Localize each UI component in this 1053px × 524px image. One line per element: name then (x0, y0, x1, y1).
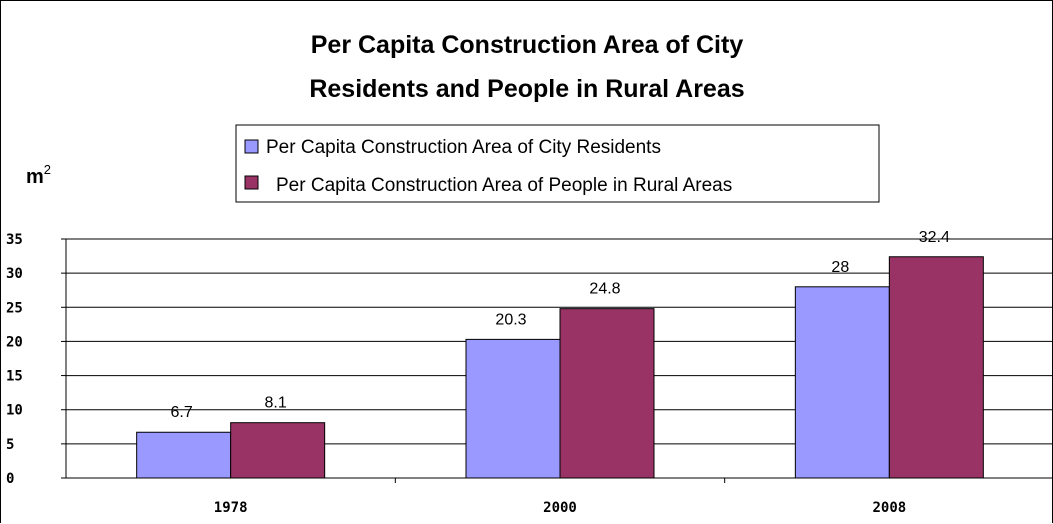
bar-1978-series-1 (136, 431, 232, 479)
data-label: 20.3 (495, 311, 526, 328)
x-tick-label: 2008 (872, 500, 906, 516)
bar-1978-series-2 (230, 422, 326, 479)
chart-title-line-1: Per Capita Construction Area of City (311, 31, 744, 59)
y-tick-labels: 0 5 10 15 20 25 30 35 (6, 232, 23, 487)
y-tick-label: 5 (6, 437, 14, 453)
data-labels: 6.7 8.1 20.3 24.8 28 32.4 (171, 229, 950, 421)
legend-swatch-rural (244, 175, 259, 190)
x-tick-labels: 1978 2000 2008 (214, 500, 906, 516)
bars (136, 256, 984, 479)
y-tick-label: 0 (6, 471, 14, 487)
bar-2008-series-2 (888, 256, 984, 479)
data-label: 24.8 (589, 281, 620, 298)
legend-label-rural: Per Capita Construction Area of People i… (276, 175, 732, 196)
legend: Per Capita Construction Area of City Res… (235, 124, 880, 203)
y-tick-label: 35 (6, 232, 23, 248)
data-label: 8.1 (265, 395, 287, 412)
y-axis-unit: m2 (26, 162, 51, 188)
y-tick-label: 20 (6, 334, 23, 350)
x-tick-label: 2000 (543, 500, 577, 516)
x-tick-label: 1978 (214, 500, 248, 516)
data-label: 6.7 (171, 404, 193, 421)
bar-2000-series-1 (465, 338, 561, 479)
data-label: 28 (831, 259, 849, 276)
axes (61, 238, 1053, 483)
bar-2000-series-2 (559, 308, 655, 479)
y-tick-label: 25 (6, 300, 23, 316)
y-axis-unit-superscript: 2 (44, 162, 51, 177)
y-axis-unit-base: m (26, 166, 44, 188)
y-tick-label: 10 (6, 403, 23, 419)
chart-title-line-2: Residents and People in Rural Areas (309, 75, 744, 103)
legend-box (235, 124, 880, 203)
y-tick-label: 15 (6, 369, 23, 385)
bar-2008-series-1 (794, 286, 890, 479)
legend-label-city: Per Capita Construction Area of City Res… (266, 137, 661, 158)
data-label: 32.4 (919, 229, 950, 246)
y-tick-label: 30 (6, 266, 23, 282)
legend-swatch-city (244, 139, 259, 154)
